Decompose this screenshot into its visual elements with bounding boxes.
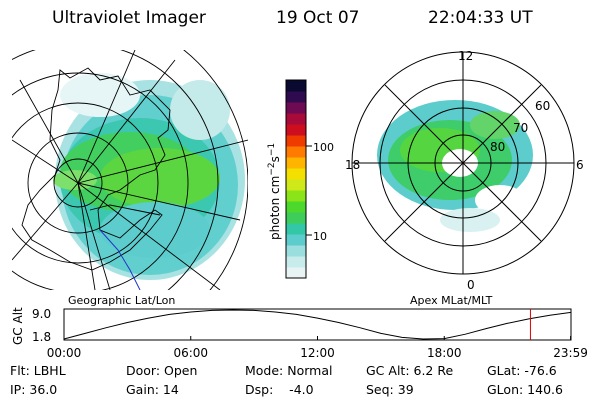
altitude-ytick-max: 9.0 (32, 307, 51, 321)
colorbar-segment (286, 168, 306, 180)
colorbar-label-100: 100 (313, 141, 334, 154)
altitude-x-tick-label: 12:00 (300, 346, 335, 360)
geo-panel-caption: Geographic Lat/Lon (68, 294, 175, 307)
altitude-ylabel: GC Alt (11, 307, 25, 345)
altitude-x-tick-label: 06:00 (173, 346, 208, 360)
mlt-label-18: 18 (345, 158, 360, 172)
geo-graticule (12, 50, 248, 290)
dsp-readout: Dsp: -4.0 (245, 382, 314, 397)
door-readout: Door: Open (126, 363, 198, 378)
colorbar-segment (286, 190, 306, 202)
gain-readout: Gain: 14 (126, 382, 179, 397)
geographic-map (12, 50, 248, 290)
colorbar-segment (286, 102, 306, 114)
colorbar-label-10: 10 (313, 230, 327, 243)
altitude-plot-frame (63, 308, 572, 341)
glat-readout: GLat: -76.6 (487, 363, 557, 378)
colorbar-segment (286, 267, 306, 279)
colorbar-segment (286, 245, 306, 257)
colorbar-segment (286, 212, 306, 224)
colorbar-segment (286, 80, 306, 92)
observation-time: 22:04:33 UT (428, 8, 533, 28)
colorbar (286, 80, 306, 279)
mlt-label-0: 0 (467, 278, 475, 292)
colorbar-segment (286, 113, 306, 125)
colorbar-segment (286, 179, 306, 191)
ip-readout: IP: 36.0 (10, 382, 58, 397)
mlat-label-60: 60 (535, 99, 550, 113)
altitude-plot: 00:00 06:00 12:00 18:00 23:59 9.0 1.8 GC Alt (11, 307, 588, 360)
filter-readout: Flt: LBHL (10, 363, 66, 378)
mode-readout: Mode: Normal (245, 363, 333, 378)
mlat-label-70: 70 (513, 121, 528, 135)
altitude-curve (63, 309, 572, 340)
sequence-readout: Seq: 39 (366, 382, 414, 397)
colorbar-unit-label: photon cm−2s−1 (267, 143, 282, 240)
mlat-label-80: 80 (490, 140, 505, 154)
altitude-x-tick-label: 00:00 (47, 346, 82, 360)
observation-date: 19 Oct 07 (276, 8, 360, 28)
altitude-x-tick-label: 23:59 (553, 346, 588, 360)
antarctica-coastline (21, 67, 171, 271)
polar-panel-caption: Apex MLat/MLT (410, 294, 493, 307)
polar-grid (351, 51, 575, 275)
glon-readout: GLon: 140.6 (487, 382, 563, 397)
colorbar-segment (286, 91, 306, 103)
polar-plot: 12 18 6 0 60 70 80 (345, 49, 584, 292)
colorbar-frame (285, 79, 307, 279)
colorbar-segment (286, 256, 306, 268)
altitude-x-tick-label: 18:00 (427, 346, 462, 360)
colorbar-segment (286, 146, 306, 158)
mlt-label-6: 6 (576, 158, 584, 172)
terminator-line (99, 229, 141, 290)
colorbar-segment (286, 223, 306, 235)
colorbar-segment (286, 234, 306, 246)
altitude-ytick-min: 1.8 (32, 330, 51, 344)
colorbar-segment (286, 201, 306, 213)
ice-shelf-outline (89, 204, 161, 216)
gc-altitude-readout: GC Alt: 6.2 Re (366, 363, 454, 378)
polar-aurora-image (377, 100, 533, 232)
colorbar-segment (286, 157, 306, 169)
instrument-title: Ultraviolet Imager (52, 8, 206, 28)
mlt-label-12: 12 (458, 49, 473, 63)
geo-aurora-image (53, 73, 245, 280)
colorbar-segment (286, 124, 306, 136)
altitude-x-ticks: 00:00 06:00 12:00 18:00 23:59 (47, 336, 588, 360)
colorbar-segment (286, 135, 306, 147)
